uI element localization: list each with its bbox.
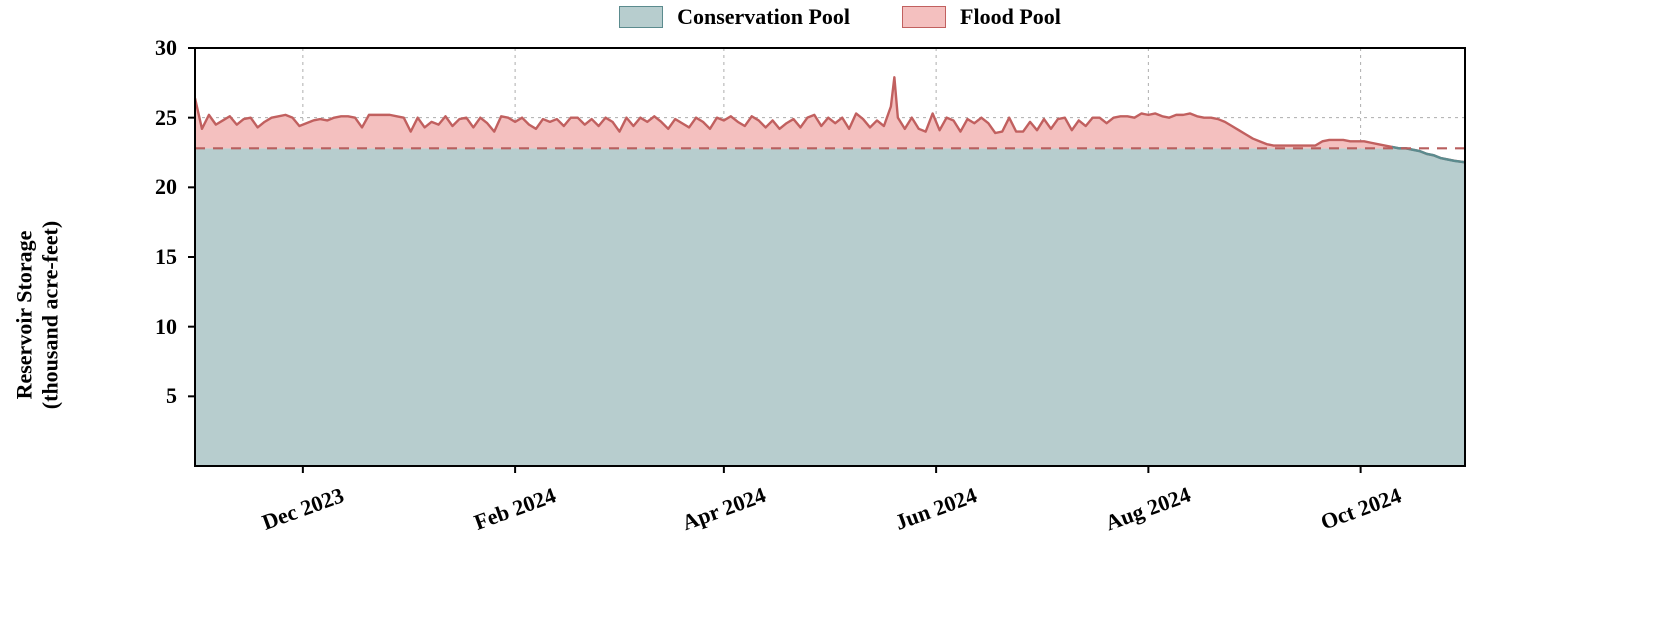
y-tick-label: 10 xyxy=(137,314,177,340)
y-tick-label: 5 xyxy=(137,383,177,409)
y-tick-label: 25 xyxy=(137,105,177,131)
y-tick-label: 15 xyxy=(137,244,177,270)
chart-frame: { "legend": { "items": [ { "label": "Con… xyxy=(0,0,1680,630)
y-tick-label: 20 xyxy=(137,174,177,200)
plot-svg xyxy=(0,0,1680,630)
y-tick-label: 30 xyxy=(137,35,177,61)
